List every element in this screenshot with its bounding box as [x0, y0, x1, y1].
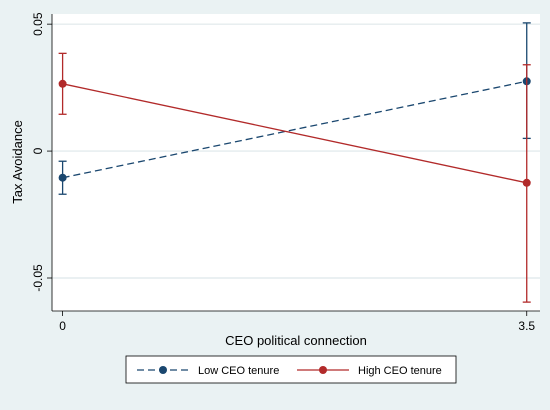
y-tick-label-0: -0.05	[31, 264, 45, 292]
axes: -0.05 0 0.05 0 3.5	[31, 12, 540, 333]
plot-background	[52, 14, 540, 311]
legend-marker-1	[319, 366, 327, 374]
series-layer	[58, 22, 531, 303]
legend: Low CEO tenure High CEO tenure	[125, 355, 457, 384]
data-point-0-0	[58, 173, 67, 182]
legend-label-0: Low CEO tenure	[198, 365, 279, 377]
data-point-1-1	[522, 178, 531, 187]
grid-lines	[52, 23, 540, 279]
y-tick-label-1: 0	[31, 147, 45, 154]
y-axis-label: Tax Avoidance	[10, 120, 25, 204]
x-tick-label-0: 0	[59, 319, 66, 333]
legend-label-1: High CEO tenure	[358, 365, 442, 377]
legend-marker-0	[159, 366, 167, 374]
x-tick-label-1: 3.5	[518, 319, 535, 333]
data-point-1-0	[58, 79, 67, 88]
series-line-1	[62, 83, 527, 184]
y-tick-label-2: 0.05	[31, 12, 45, 36]
series-line-0	[62, 80, 527, 179]
x-axis-label: CEO political connection	[225, 333, 367, 348]
